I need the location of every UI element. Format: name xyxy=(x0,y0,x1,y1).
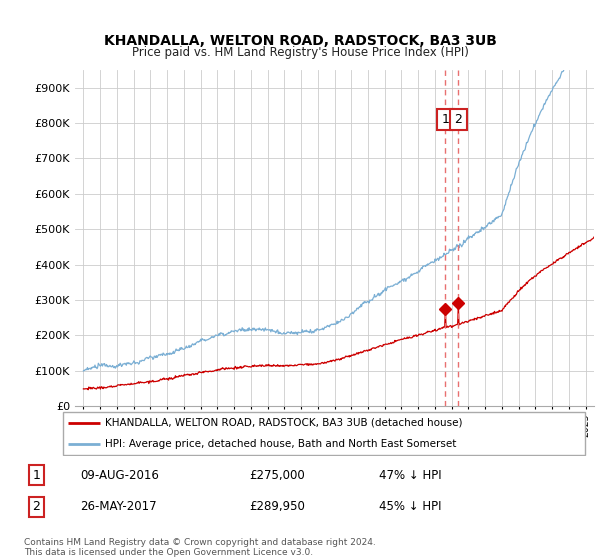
Text: £275,000: £275,000 xyxy=(250,469,305,482)
Text: 47% ↓ HPI: 47% ↓ HPI xyxy=(379,469,442,482)
Text: KHANDALLA, WELTON ROAD, RADSTOCK, BA3 3UB (detached house): KHANDALLA, WELTON ROAD, RADSTOCK, BA3 3U… xyxy=(105,418,463,428)
Text: 2: 2 xyxy=(454,113,463,126)
Text: Contains HM Land Registry data © Crown copyright and database right 2024.
This d: Contains HM Land Registry data © Crown c… xyxy=(24,538,376,557)
FancyBboxPatch shape xyxy=(62,412,586,455)
Text: 45% ↓ HPI: 45% ↓ HPI xyxy=(379,500,442,514)
Text: 26-MAY-2017: 26-MAY-2017 xyxy=(80,500,157,514)
Text: HPI: Average price, detached house, Bath and North East Somerset: HPI: Average price, detached house, Bath… xyxy=(105,439,456,449)
Text: Price paid vs. HM Land Registry's House Price Index (HPI): Price paid vs. HM Land Registry's House … xyxy=(131,46,469,59)
Text: 2: 2 xyxy=(32,500,40,514)
Text: 09-AUG-2016: 09-AUG-2016 xyxy=(80,469,159,482)
Text: £289,950: £289,950 xyxy=(250,500,305,514)
Text: 1: 1 xyxy=(32,469,40,482)
Text: 1: 1 xyxy=(442,113,449,126)
Text: KHANDALLA, WELTON ROAD, RADSTOCK, BA3 3UB: KHANDALLA, WELTON ROAD, RADSTOCK, BA3 3U… xyxy=(104,34,496,48)
